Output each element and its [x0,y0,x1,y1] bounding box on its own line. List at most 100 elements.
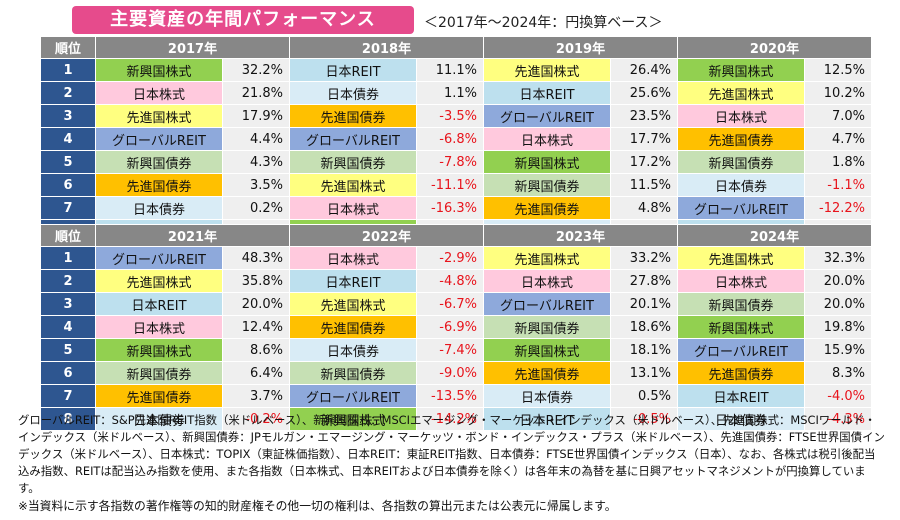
rank-cell: 1 [41,247,95,269]
asset-name-cell: 新興国債券 [678,293,804,315]
year-header: 2019年 [484,37,677,58]
asset-name-cell: グローバルREIT [290,385,416,407]
return-value-cell: 32.3% [805,247,871,269]
asset-name-cell: 日本株式 [290,197,416,219]
table-body: 1 グローバルREIT 48.3% 日本株式 -2.9% 先進国株式 33.2% 先進国株式 3… [41,247,871,430]
table-row: 6 新興国債券 6.4% 新興国債券 -9.0% 先進国債券 13.1% 先進国債券 8.3% [41,362,871,384]
rank-cell: 2 [41,270,95,292]
return-value-cell: 4.3% [223,151,289,173]
return-value-cell: -6.8% [417,128,483,150]
return-value-cell: 26.4% [611,59,677,81]
asset-name-cell: グローバルREIT [678,339,804,361]
return-value-cell: -0.5% [611,408,677,430]
return-value-cell: -11.1% [417,174,483,196]
asset-name-cell: グローバルREIT [678,197,804,219]
return-value-cell: -6.9% [417,316,483,338]
return-value-cell: -0.2% [223,408,289,430]
return-value-cell: 0.5% [611,385,677,407]
table-body: 1 新興国株式 32.2% 日本REIT 11.1% 先進国株式 26.4% 新興国株式 12.… [41,59,871,242]
table-row: 2 先進国株式 35.8% 日本REIT -4.8% 日本株式 27.8% 日本株式 20.0% [41,270,871,292]
table-row: 5 新興国債券 4.3% 新興国債券 -7.8% 新興国株式 17.2% 新興国債券 1.8% [41,151,871,173]
asset-name-cell: 日本債券 [290,339,416,361]
return-value-cell: -13.5% [417,385,483,407]
return-value-cell: -4.0% [805,385,871,407]
asset-name-cell: グローバルREIT [484,105,610,127]
asset-name-cell: 日本株式 [290,247,416,269]
return-value-cell: 7.0% [805,105,871,127]
asset-name-cell: 新興国債券 [484,316,610,338]
year-header: 2024年 [678,225,871,246]
return-value-cell: 10.2% [805,82,871,104]
return-value-cell: -2.9% [417,247,483,269]
return-value-cell: 20.0% [805,270,871,292]
asset-name-cell: 新興国株式 [678,59,804,81]
return-value-cell: 12.4% [223,316,289,338]
return-value-cell: -4.8% [417,270,483,292]
return-value-cell: 3.7% [223,385,289,407]
return-value-cell: 1.8% [805,151,871,173]
rank-cell: 4 [41,128,95,150]
return-value-cell: 8.6% [223,339,289,361]
year-header: 2017年 [96,37,289,58]
return-value-cell: 0.2% [223,197,289,219]
performance-table-2017-2020: 順位 2017年 2018年 2019年 2020年 1 新興国株式 32.2% 日本REIT… [40,36,872,243]
return-value-cell: 4.8% [611,197,677,219]
rank-cell: 3 [41,293,95,315]
asset-name-cell: 先進国債券 [484,362,610,384]
asset-name-cell: 先進国株式 [484,247,610,269]
return-value-cell: 25.6% [611,82,677,104]
return-value-cell: 20.0% [805,293,871,315]
asset-name-cell: 新興国債券 [96,151,222,173]
return-value-cell: -7.4% [417,339,483,361]
rank-cell: 5 [41,151,95,173]
return-value-cell: 32.2% [223,59,289,81]
return-value-cell: 18.1% [611,339,677,361]
return-value-cell: 20.0% [223,293,289,315]
asset-name-cell: 日本株式 [96,82,222,104]
return-value-cell: 15.9% [805,339,871,361]
asset-name-cell: 日本株式 [484,128,610,150]
rank-header: 順位 [41,37,95,58]
rank-header: 順位 [41,225,95,246]
table-row: 5 新興国株式 8.6% 日本債券 -7.4% 新興国株式 18.1% グローバルREIT 15… [41,339,871,361]
return-value-cell: -3.5% [417,105,483,127]
asset-name-cell: 日本債券 [96,408,222,430]
return-value-cell: 6.4% [223,362,289,384]
asset-name-cell: 日本REIT [290,270,416,292]
asset-name-cell: 先進国債券 [290,105,416,127]
asset-name-cell: 日本債券 [484,385,610,407]
asset-name-cell: 新興国株式 [96,339,222,361]
table-row: 3 先進国株式 17.9% 先進国債券 -3.5% グローバルREIT 23.5% 日本株式 7… [41,105,871,127]
page-title: 主要資産の年間パフォーマンス [72,6,414,34]
asset-name-cell: 新興国株式 [484,339,610,361]
return-value-cell: 12.5% [805,59,871,81]
return-value-cell: 11.5% [611,174,677,196]
year-header: 2018年 [290,37,483,58]
return-value-cell: 3.5% [223,174,289,196]
table-row: 4 グローバルREIT 4.4% グローバルREIT -6.8% 日本株式 17.7% 先進国… [41,128,871,150]
asset-name-cell: 日本REIT [96,293,222,315]
asset-name-cell: 先進国株式 [96,270,222,292]
return-value-cell: -12.2% [805,197,871,219]
return-value-cell: 13.1% [611,362,677,384]
return-value-cell: -14.2% [417,408,483,430]
return-value-cell: -6.7% [417,293,483,315]
return-value-cell: -1.1% [805,174,871,196]
return-value-cell: 33.2% [611,247,677,269]
table-row: 1 グローバルREIT 48.3% 日本株式 -2.9% 先進国株式 33.2% 先進国株式 3… [41,247,871,269]
return-value-cell: -7.8% [417,151,483,173]
table-header: 順位 2021年 2022年 2023年 2024年 [41,225,871,246]
year-header: 2021年 [96,225,289,246]
asset-name-cell: 先進国株式 [678,247,804,269]
asset-name-cell: 先進国債券 [290,316,416,338]
asset-name-cell: 日本株式 [96,316,222,338]
year-header: 2020年 [678,37,871,58]
rank-cell: 3 [41,105,95,127]
return-value-cell: 8.3% [805,362,871,384]
asset-name-cell: 日本株式 [678,270,804,292]
asset-name-cell: 日本REIT [484,408,610,430]
asset-name-cell: 新興国債券 [484,174,610,196]
rank-cell: 1 [41,59,95,81]
asset-name-cell: 日本債券 [678,174,804,196]
asset-name-cell: グローバルREIT [96,128,222,150]
